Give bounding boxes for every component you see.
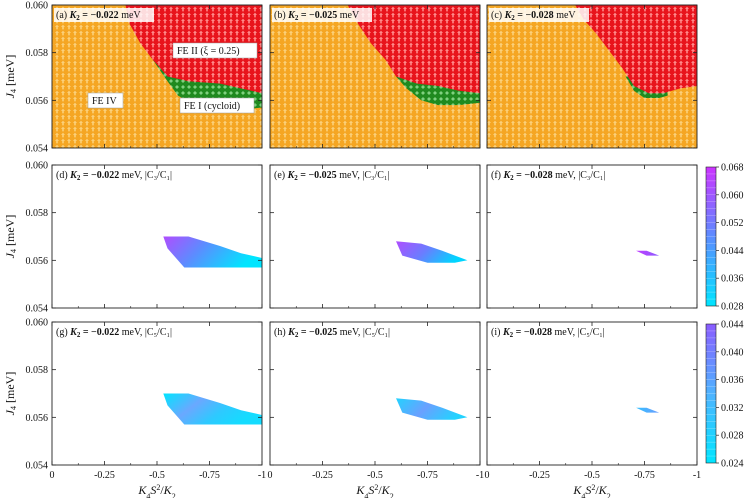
- colorbar-tick-label: 0.052: [721, 218, 744, 229]
- panel-title: (g) K2 = −0.022 meV, |C₅/C₁|: [56, 327, 172, 339]
- ratio-region: [396, 241, 468, 263]
- panel-title-bg: [489, 8, 589, 22]
- colorbar-tick-label: 0.036: [721, 375, 744, 386]
- colorbar-tick-label: 0.044: [721, 320, 744, 331]
- fe2-region: [575, 5, 697, 94]
- panel-c: (c) K2 = −0.028 meV: [486, 4, 698, 149]
- y-tick-label: 0.056: [26, 256, 49, 267]
- y-tick-label: 0.058: [26, 365, 49, 376]
- y-tick-label: 0.060: [26, 318, 49, 329]
- colorbar-tick-label: 0.044: [721, 246, 744, 257]
- x-tick-label: -0.75: [199, 470, 220, 481]
- colorbar-ratio_C3_C1: 0.028 0.036 0.044 0.052 0.060 0.068: [705, 163, 744, 313]
- y-axis-label: J4 [meV]: [3, 215, 18, 259]
- panel-b: (b) K2 = −0.025 meV: [269, 4, 481, 149]
- fe4-label: FE IV: [92, 96, 118, 107]
- panel-title: (f) K2 = −0.028 meV, |C₃/C₁|: [491, 170, 605, 182]
- x-tick-label: -0.25: [94, 470, 115, 481]
- panel-title-bg: [272, 8, 372, 22]
- x-axis-label: K4S2/K2: [137, 483, 175, 498]
- plot-bg: [270, 322, 480, 465]
- panel-title: (c) K2 = −0.028 meV: [491, 10, 576, 22]
- y-tick-label: 0.056: [26, 413, 49, 424]
- fe2-label-box: [172, 42, 258, 59]
- plot-bg: [52, 322, 262, 465]
- colorbar-tick-label: 0.028: [721, 302, 744, 313]
- y-tick-label: 0.054: [26, 461, 49, 472]
- y-tick-label: 0.060: [26, 161, 49, 172]
- x-tick-label: -0.25: [529, 470, 550, 481]
- panel-title: (a) K2 = −0.022 meV: [56, 10, 141, 22]
- colorbar-tick-label: 0.028: [721, 431, 744, 442]
- panel-title: (d) K2 = −0.022 meV, |C₃/C₁|: [56, 170, 172, 182]
- fe2-label: FE II (ξ = 0.25): [177, 46, 240, 57]
- x-tick-label: 0: [485, 470, 490, 481]
- ratio-region: [396, 398, 468, 420]
- panel-g: (g) K2 = −0.022 meV, |C₅/C₁| 0 -0.25 -0.5 -0…: [26, 318, 267, 482]
- y-tick-label: 0.060: [26, 1, 49, 12]
- x-tick-label: -0.5: [367, 470, 383, 481]
- y-tick-label: 0.056: [26, 96, 49, 107]
- fe1-label-box: [179, 97, 255, 114]
- plot-bg: [270, 165, 480, 308]
- colorbar-tick-label: 0.068: [721, 163, 744, 174]
- colorbar-tick-label: 0.040: [721, 347, 744, 358]
- ratio-region: [636, 407, 660, 413]
- plot-bg: [52, 165, 262, 308]
- colorbar-tick-label: 0.036: [721, 274, 744, 285]
- colorbar-tick-label: 0.024: [721, 459, 744, 470]
- x-axis-label: K4S2/K2: [355, 483, 393, 498]
- y-tick-label: 0.054: [26, 144, 49, 155]
- panel-d: (d) K2 = −0.022 meV, |C₃/C₁| 0.054 0.056 0.…: [26, 161, 263, 315]
- y-tick-label: 0.058: [26, 208, 49, 219]
- x-tick-label: -0.25: [312, 470, 333, 481]
- y-tick-label: 0.054: [26, 304, 49, 315]
- panel-title: (h) K2 = −0.025 meV, |C₅/C₁|: [274, 327, 390, 339]
- x-tick-label: -0.5: [149, 470, 165, 481]
- panel-i: (i) K2 = −0.028 meV, |C₅/C₁| 0 -0.25 -0.5 -0…: [485, 321, 701, 481]
- x-axis-label: K4S2/K2: [572, 483, 610, 498]
- panel-h: (h) K2 = −0.025 meV, |C₅/C₁| 0 -0.25 -0.5 -0…: [268, 321, 484, 481]
- ratio-region: [636, 250, 660, 256]
- x-tick-label: -1: [693, 470, 701, 481]
- colorbar-tick-label: 0.060: [721, 190, 744, 201]
- x-tick-label: -0.5: [584, 470, 600, 481]
- panel-title: (b) K2 = −0.025 meV: [274, 10, 360, 22]
- ratio-region: [163, 393, 262, 425]
- x-tick-label: -1: [476, 470, 484, 481]
- panel-a: (a) K2 = −0.022 meV FE II (ξ = 0.25) FE IV…: [26, 1, 263, 155]
- panel-title: (e) K2 = −0.025 meV, |C₃/C₁|: [274, 170, 389, 182]
- x-tick-label: -0.75: [417, 470, 438, 481]
- y-tick-label: 0.058: [26, 48, 49, 59]
- y-axis-label: J4 [meV]: [3, 55, 18, 99]
- fe1-label: FE I (cycloid): [184, 101, 240, 112]
- x-tick-label: 0: [268, 470, 273, 481]
- colorbar-tick-label: 0.032: [721, 403, 744, 414]
- fe2-region: [347, 5, 480, 94]
- x-tick-label: 0: [50, 470, 55, 481]
- panel-f: (f) K2 = −0.028 meV, |C₃/C₁|: [486, 164, 698, 309]
- x-tick-label: -0.75: [634, 470, 655, 481]
- plot-bg: [487, 322, 697, 465]
- panel-title-bg: [54, 8, 154, 22]
- plot-bg: [487, 165, 697, 308]
- colorbar-ratio_C5_C1: 0.024 0.028 0.032 0.036 0.040 0.044: [705, 320, 744, 470]
- ratio-region: [163, 236, 262, 268]
- fe4-label-box: [87, 92, 124, 109]
- x-tick-label: -1: [258, 470, 266, 481]
- y-axis-label: J4 [meV]: [3, 372, 18, 416]
- panel-e: (e) K2 = −0.025 meV, |C₃/C₁|: [269, 164, 481, 309]
- panel-title: (i) K2 = −0.028 meV, |C₅/C₁|: [491, 327, 605, 339]
